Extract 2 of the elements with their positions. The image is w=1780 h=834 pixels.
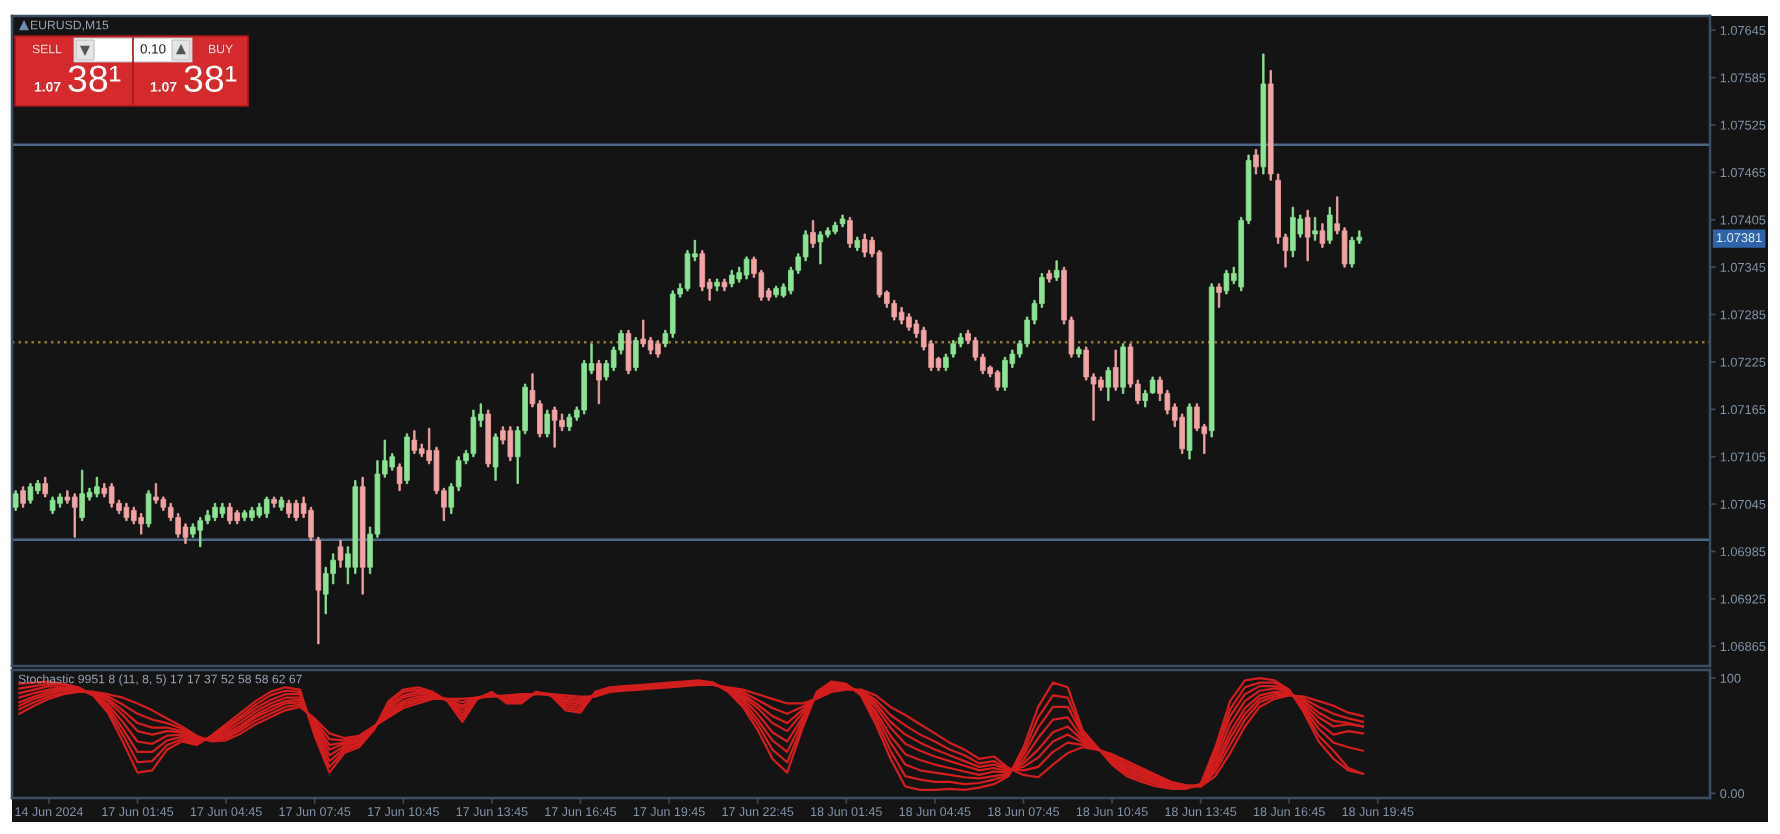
- annotation: 38¹: [68, 65, 121, 93]
- annotation: 38¹: [184, 65, 237, 93]
